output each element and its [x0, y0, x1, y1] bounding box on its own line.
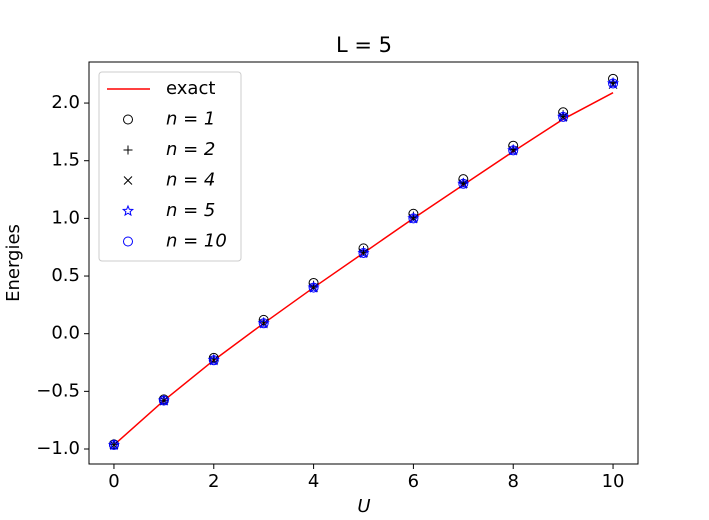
marker-plus [123, 145, 133, 155]
marker-x [123, 176, 133, 185]
marker-star [207, 353, 220, 366]
legend-label: n = 1 [166, 109, 215, 130]
marker-star [357, 246, 370, 259]
marker-star [407, 212, 420, 224]
y-axis-label: Energies [3, 224, 24, 302]
y-tick-label: 0.0 [51, 323, 80, 344]
legend: exact n = 1 n = 2 n = 4 n = 5 n = 10 [98, 71, 242, 262]
marker-circle [158, 395, 169, 406]
marker-star [307, 281, 320, 293]
marker-star [557, 110, 570, 123]
legend-label: n = 4 [166, 170, 215, 191]
plot-frame [88, 61, 639, 465]
marker-circle [558, 111, 569, 122]
marker-star [607, 77, 620, 89]
x-axis-label: U [357, 496, 370, 517]
marker-circle [308, 282, 319, 293]
marker-circle [258, 318, 269, 329]
y-tick-label: 2.0 [51, 92, 80, 113]
x-tick-label: 6 [408, 471, 419, 492]
marker-star [507, 143, 520, 156]
legend-label: n = 10 [166, 231, 227, 252]
x-tick-label: 0 [108, 471, 119, 492]
legend-label: n = 5 [166, 200, 215, 221]
marker-star [121, 204, 135, 217]
marker-star [257, 316, 270, 329]
marker-circle [123, 236, 133, 247]
marker-star [157, 394, 170, 406]
x-tick-label: 10 [602, 471, 625, 492]
marker-star [107, 438, 120, 451]
y-tick-label: −1.0 [36, 438, 80, 459]
y-tick-label: 1.0 [51, 207, 80, 228]
marker-circle [123, 114, 133, 125]
legend-label: n = 2 [166, 139, 215, 160]
legend-frame [98, 71, 242, 262]
marker-circle [208, 355, 219, 366]
chart-title: L = 5 [336, 33, 392, 57]
x-tick-label: 2 [208, 471, 219, 492]
marker-circle [508, 145, 519, 156]
marker-circle [458, 178, 469, 189]
y-tick-label: 0.5 [51, 265, 80, 286]
y-tick-label: 1.5 [51, 150, 80, 171]
legend-label: exact [166, 78, 215, 99]
marker-circle [608, 78, 619, 89]
x-tick-label: 8 [508, 471, 519, 492]
marker-circle [108, 439, 119, 450]
marker-circle [358, 247, 369, 258]
marker-star [457, 177, 470, 189]
y-tick-label: −0.5 [36, 380, 80, 401]
x-tick-label: 4 [308, 471, 319, 492]
marker-circle [408, 213, 419, 224]
